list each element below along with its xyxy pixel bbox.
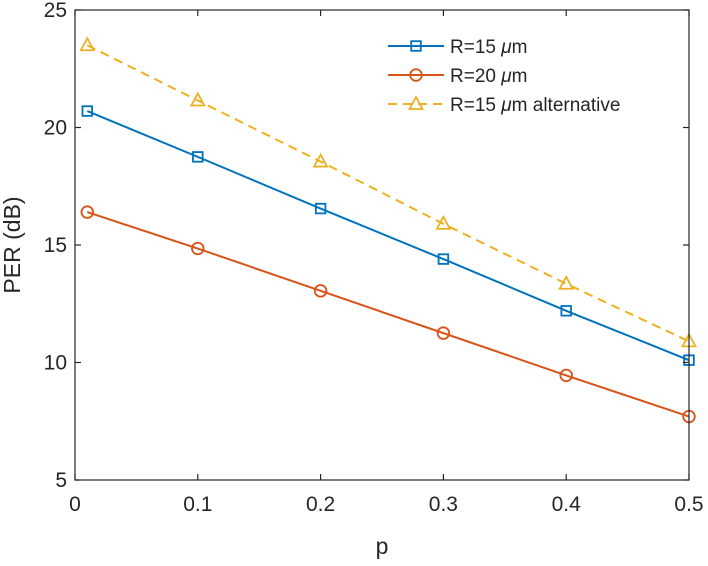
plot-area xyxy=(75,10,689,480)
legend-label-prefix: R=20 xyxy=(450,66,501,87)
data-point xyxy=(312,152,329,168)
data-point xyxy=(79,36,96,52)
legend-item: R=15 μm alternative xyxy=(388,95,620,116)
x-tick-label: 0.1 xyxy=(183,493,212,516)
y-tick-label: 10 xyxy=(44,352,67,375)
y-tick-label: 20 xyxy=(44,117,67,140)
legend-label: R=15 μm alternative xyxy=(450,95,620,116)
series-3 xyxy=(79,36,698,348)
data-point xyxy=(191,241,205,256)
ticks-layer: 0 0.1 0.2 0.3 0.4 0.5 5 10 15 20 25 xyxy=(44,0,704,516)
legend-marker xyxy=(410,40,422,52)
legend-label-prefix: R=15 xyxy=(450,37,501,58)
x-tick-label: 0.3 xyxy=(429,493,458,516)
legend-label-suffix: m xyxy=(512,66,528,87)
data-point xyxy=(437,253,450,265)
x-axis-label: p xyxy=(376,533,389,559)
legend-label-greek: μ xyxy=(500,66,512,87)
y-tick-label: 5 xyxy=(55,469,67,492)
series-layer xyxy=(79,36,698,424)
series-line xyxy=(86,110,690,362)
data-point xyxy=(559,368,573,383)
x-tick-label: 0 xyxy=(69,493,81,516)
data-point xyxy=(560,305,572,317)
data-point xyxy=(435,214,452,230)
legend-marker xyxy=(407,95,425,110)
y-tick-label: 15 xyxy=(44,234,67,257)
x-tick-label: 0.2 xyxy=(306,493,335,516)
data-point xyxy=(313,284,328,298)
data-point xyxy=(436,326,451,340)
legend-item: R=20 μm xyxy=(388,66,527,87)
legend-item: R=15 μm xyxy=(388,37,527,58)
legend-label-suffix: m alternative xyxy=(512,95,621,116)
y-axis-label: PER (dB) xyxy=(0,196,25,293)
x-tick-label: 0.4 xyxy=(552,493,582,516)
x-tick-label: 0.5 xyxy=(674,493,703,516)
series-line xyxy=(86,211,690,418)
data-point xyxy=(81,105,93,117)
data-point xyxy=(192,151,204,163)
legend-label-greek: μ xyxy=(500,95,512,116)
data-point xyxy=(80,205,94,219)
legend-label-greek: μ xyxy=(500,37,512,58)
legend-label-prefix: R=15 xyxy=(450,95,501,116)
data-point xyxy=(189,91,206,107)
legend-label-suffix: m xyxy=(512,37,528,58)
data-point xyxy=(558,274,575,290)
legend-label: R=15 μm xyxy=(450,37,527,58)
legend: R=15 μmR=20 μmR=15 μm alternative xyxy=(388,37,620,116)
legend-marker xyxy=(409,68,423,82)
series-line xyxy=(86,44,690,343)
data-point xyxy=(314,202,327,215)
legend-label: R=20 μm xyxy=(450,66,527,87)
y-tick-label: 25 xyxy=(44,0,67,22)
